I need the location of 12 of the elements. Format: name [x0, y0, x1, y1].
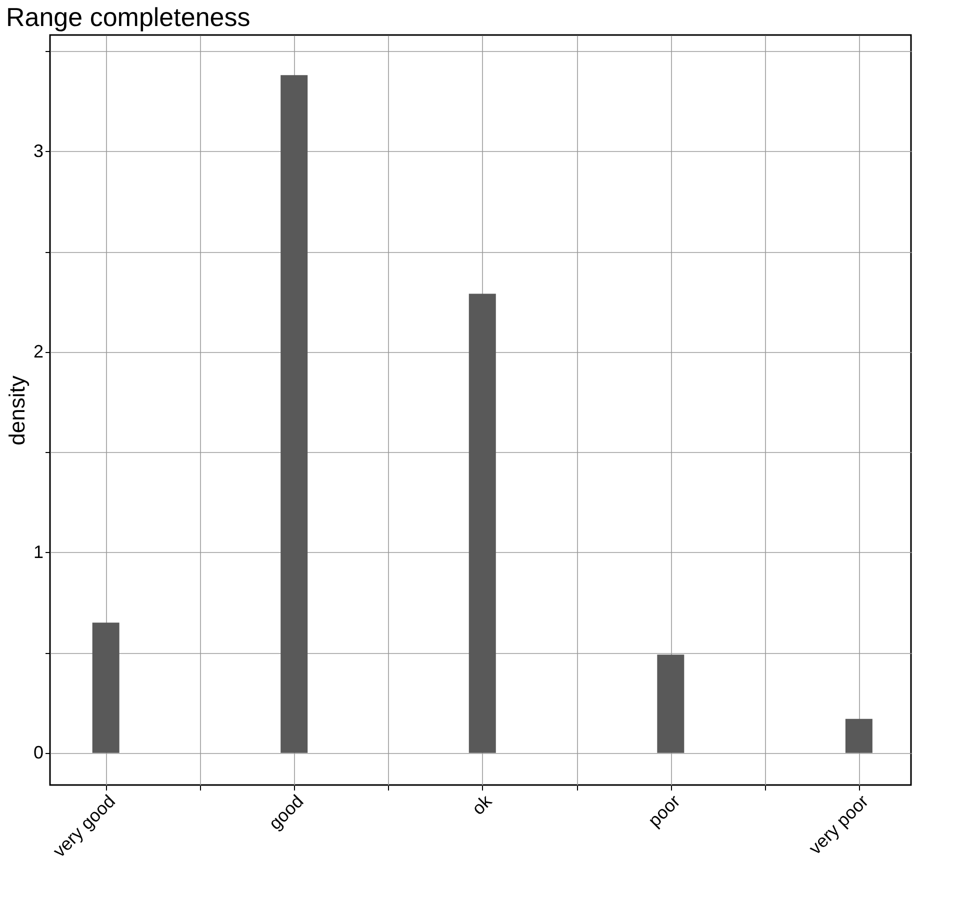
- bar: [845, 718, 872, 753]
- bar: [280, 75, 308, 753]
- y-tick-label: 0: [33, 742, 44, 762]
- x-tick-label: ok: [468, 790, 496, 819]
- bar: [92, 622, 120, 753]
- bar: [468, 294, 496, 753]
- y-tick-label: 3: [33, 140, 44, 161]
- chart-title: Range completeness: [6, 2, 250, 32]
- bar: [657, 654, 684, 753]
- y-tick-label: 1: [33, 542, 44, 562]
- y-tick-label: 2: [33, 341, 44, 362]
- y-axis-title: density: [4, 376, 30, 446]
